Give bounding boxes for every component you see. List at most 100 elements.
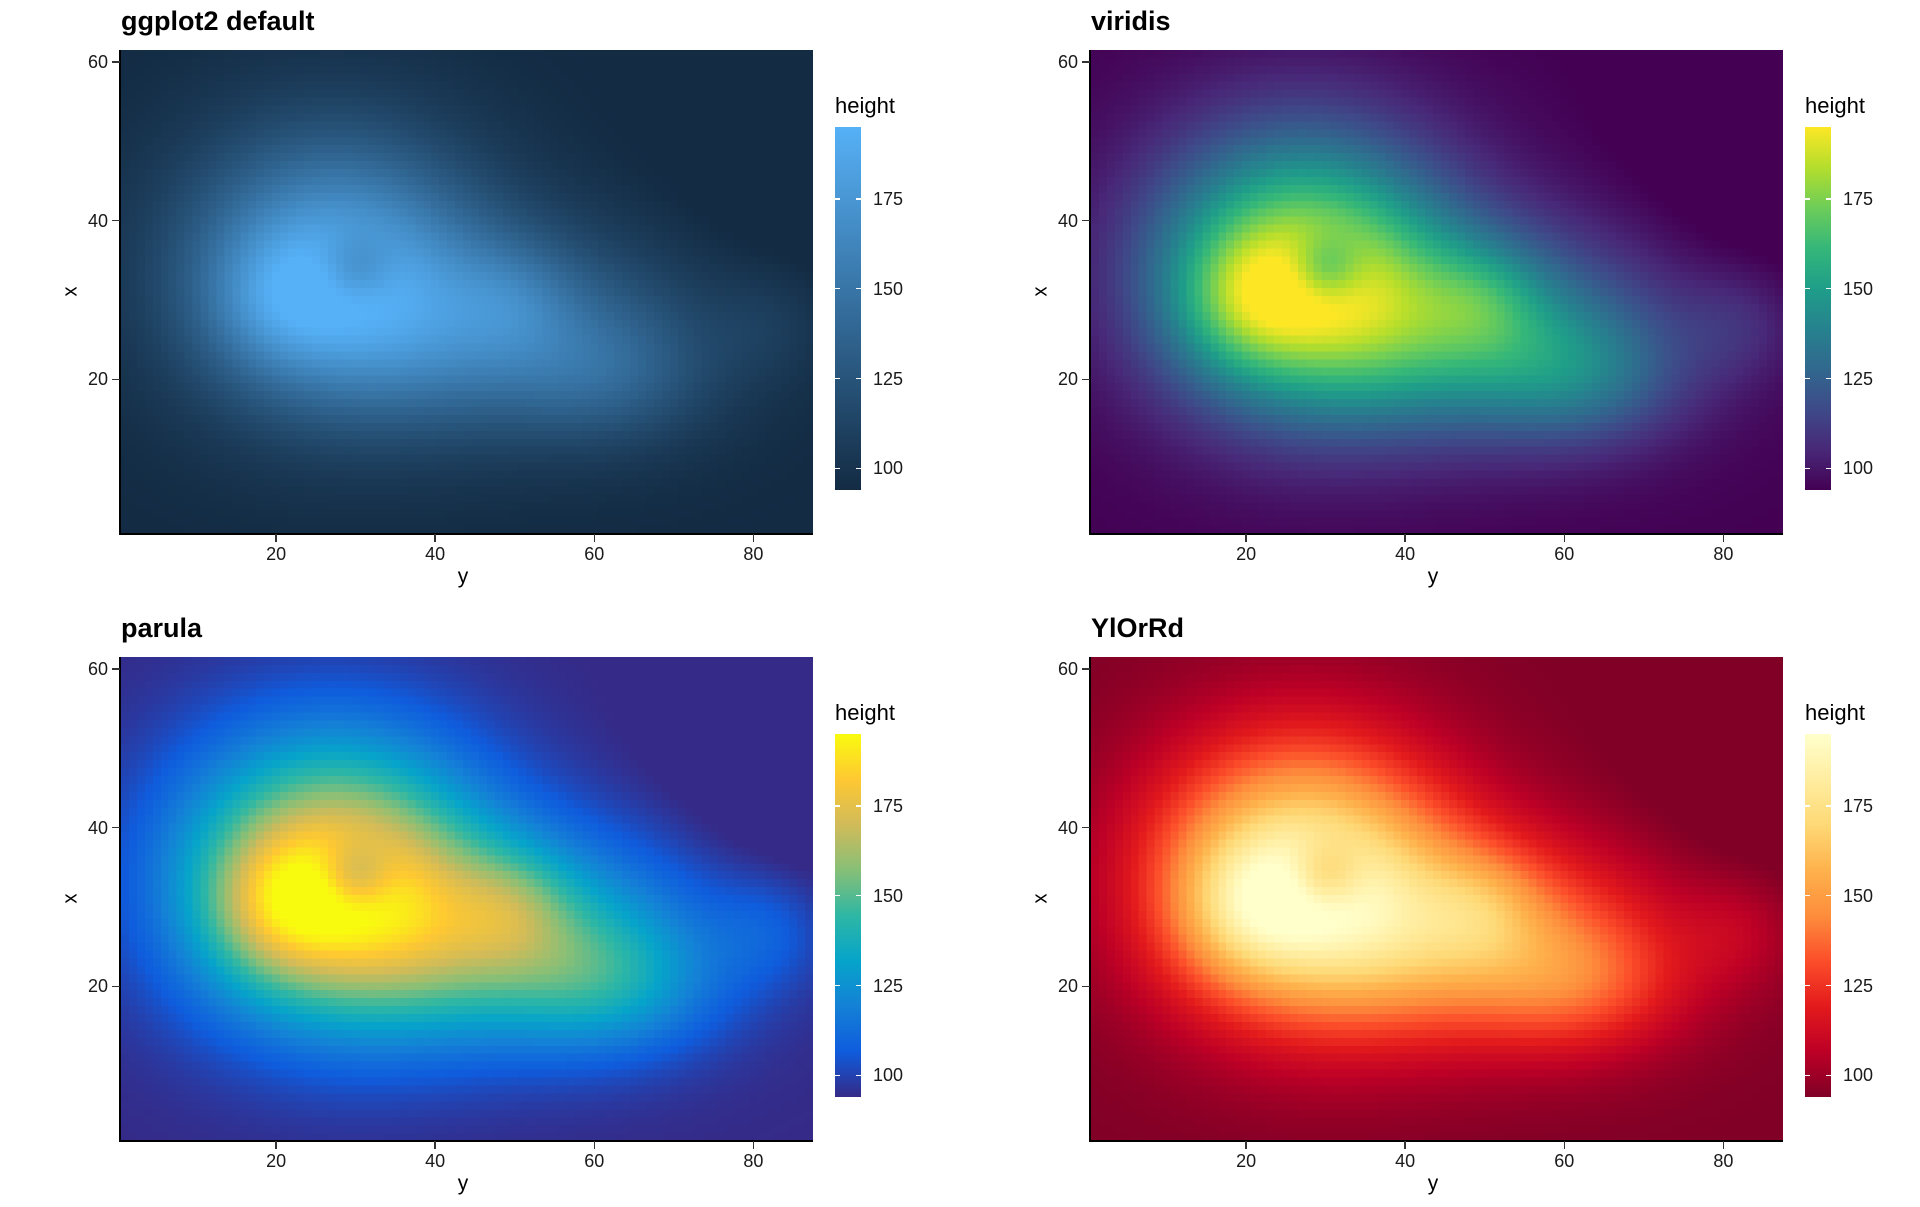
heatmap-raster (1091, 50, 1783, 534)
legend-tick-mark (856, 894, 861, 897)
legend-tick-mark (835, 1074, 840, 1077)
panel-ggplot2-default: ggplot2 default x y 20 40 60 20 40 60 80 height 100… (0, 0, 960, 600)
x-tick-label: 60 (1554, 1151, 1575, 1171)
legend-tick-mark (835, 287, 840, 290)
legend-title: height (835, 700, 895, 725)
legend-tick-mark (856, 805, 861, 807)
x-axis-line (119, 1140, 813, 1142)
legend-tick-mark (1805, 805, 1810, 807)
legend-title: height (1805, 93, 1865, 118)
legend-tick-mark (1826, 1074, 1831, 1077)
x-tick-mark (434, 1141, 436, 1149)
y-tick-mark (112, 219, 120, 222)
legend-tick-label: 100 (1843, 1065, 1874, 1086)
y-axis-label: x (59, 286, 82, 297)
chart-title: viridis (1091, 6, 1171, 36)
x-tick-mark (434, 534, 436, 542)
x-tick-mark (752, 1141, 755, 1149)
y-tick-label: 20 (87, 369, 108, 390)
x-tick-label: 60 (1554, 544, 1575, 564)
y-axis-label: x (1029, 286, 1052, 297)
y-tick-mark (112, 985, 120, 988)
legend-tick-mark (1826, 467, 1831, 470)
panel-viridis: viridis x y 20 40 60 20 40 60 80 height 100 125 150 17… (970, 0, 1920, 600)
legend-tick-label: 125 (1843, 368, 1874, 389)
chart-title: parula (121, 613, 203, 643)
x-tick-label: 40 (1395, 544, 1416, 564)
legend-tick-mark (856, 984, 861, 987)
y-tick-mark (1082, 668, 1090, 670)
y-tick-mark (112, 668, 120, 670)
x-tick-label: 20 (1236, 1151, 1257, 1171)
x-tick-label: 20 (266, 1151, 287, 1171)
y-tick-mark (112, 378, 120, 381)
legend-tick-mark (1826, 377, 1831, 380)
x-tick-mark (275, 1141, 277, 1149)
y-tick-label: 20 (1057, 369, 1078, 390)
legend-tick-mark (856, 377, 861, 380)
y-tick-label: 40 (87, 210, 108, 231)
panel-parula: parula x y 20 40 60 20 40 60 80 height 100 125 150 175 (0, 607, 960, 1207)
x-tick-mark (1404, 534, 1406, 542)
y-tick-mark (112, 61, 120, 63)
heatmap-raster (1091, 657, 1783, 1141)
x-tick-mark (593, 1141, 595, 1149)
y-tick-mark (112, 826, 120, 829)
y-tick-label: 20 (1057, 976, 1078, 997)
x-tick-label: 80 (1713, 544, 1734, 564)
legend-tick-mark (856, 467, 861, 470)
x-tick-mark (275, 534, 277, 542)
legend-colorbar (1805, 127, 1831, 490)
y-axis-line (119, 657, 121, 1141)
legend-tick-label: 150 (873, 278, 904, 299)
y-tick-mark (1082, 61, 1090, 63)
y-tick-label: 60 (1057, 658, 1078, 679)
legend-tick-mark (1805, 894, 1810, 897)
y-tick-label: 20 (87, 976, 108, 997)
legend-tick-mark (835, 894, 840, 897)
x-tick-mark (593, 534, 595, 542)
legend-tick-mark (835, 805, 840, 807)
legend-tick-mark (1826, 894, 1831, 897)
legend-tick-label: 100 (873, 1065, 904, 1086)
chart-title: ggplot2 default (121, 6, 315, 36)
legend-tick-label: 125 (873, 975, 904, 996)
legend-tick-mark (835, 198, 840, 200)
legend-tick-mark (856, 1074, 861, 1077)
y-axis-line (1089, 50, 1091, 534)
x-tick-mark (1563, 534, 1565, 542)
x-tick-label: 20 (266, 544, 287, 564)
heatmap-plot-area (1091, 50, 1783, 534)
x-tick-label: 80 (743, 544, 764, 564)
legend-tick-label: 150 (873, 885, 904, 906)
legend-tick-label: 125 (1843, 975, 1874, 996)
legend-tick-label: 175 (873, 188, 904, 209)
x-tick-mark (1563, 1141, 1565, 1149)
y-tick-label: 40 (1057, 817, 1078, 838)
legend-tick-mark (1805, 1074, 1810, 1077)
legend-tick-mark (856, 287, 861, 290)
y-tick-mark (1082, 219, 1090, 222)
legend-colorbar (835, 127, 861, 490)
legend-tick-label: 150 (1843, 885, 1874, 906)
y-tick-label: 40 (87, 817, 108, 838)
x-tick-mark (1245, 1141, 1247, 1149)
legend-tick-mark (856, 198, 861, 200)
y-tick-label: 60 (87, 658, 108, 679)
x-tick-label: 40 (1395, 1151, 1416, 1171)
legend-colorbar (1805, 734, 1831, 1097)
legend-tick-mark (1826, 198, 1831, 200)
x-tick-label: 80 (1713, 1151, 1734, 1171)
heatmap-plot-area (121, 657, 813, 1141)
y-axis-line (119, 50, 121, 534)
legend-colorbar (835, 734, 861, 1097)
y-tick-mark (1082, 378, 1090, 381)
legend-tick-mark (1826, 984, 1831, 987)
x-tick-label: 60 (584, 1151, 605, 1171)
x-tick-mark (1722, 1141, 1725, 1149)
x-tick-mark (1722, 534, 1725, 542)
legend-tick-mark (835, 467, 840, 470)
chart-title: YlOrRd (1091, 613, 1185, 643)
x-tick-label: 60 (584, 544, 605, 564)
panel-ylorrd: YlOrRd x y 20 40 60 20 40 60 80 height 100 125 150 175 (970, 607, 1920, 1207)
